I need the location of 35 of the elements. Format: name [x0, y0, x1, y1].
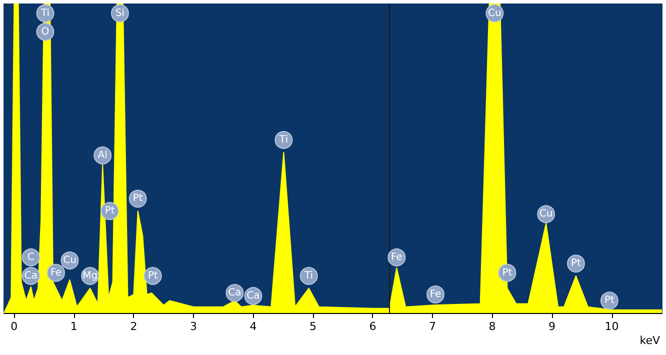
x-tick-label: 10	[604, 320, 619, 333]
annotation: Cu	[488, 8, 502, 19]
x-tick-label: 3	[190, 320, 197, 333]
x-tick-label: 0	[10, 320, 18, 333]
annotation: Pt	[104, 206, 115, 217]
annotation: O	[41, 26, 50, 38]
annotation: Ca	[246, 290, 260, 302]
x-tick-label: 6	[369, 320, 376, 333]
annotation: Al	[98, 150, 108, 161]
annotation: Ca	[228, 287, 242, 298]
annotation: Fe	[390, 252, 402, 263]
annotation: Cu	[63, 254, 76, 266]
x-tick-label: 8	[488, 320, 496, 333]
annotation: Ti	[278, 134, 288, 146]
annotation: Pt	[148, 270, 158, 282]
annotation: Ca	[24, 270, 38, 282]
annotation: Si	[115, 8, 125, 19]
annotation: Ti	[40, 8, 50, 19]
annotation: Fe	[50, 267, 62, 278]
annotation: Pt	[604, 295, 614, 306]
annotation: C	[27, 252, 34, 263]
x-axis-title: keV	[640, 334, 660, 347]
x-tick-label: 2	[130, 320, 138, 333]
x-tick-label: 7	[429, 320, 436, 333]
x-tick-label: 9	[548, 320, 556, 333]
annotation: Ti	[304, 270, 314, 282]
annotation: Mg	[82, 270, 98, 282]
annotation: Pt	[132, 193, 143, 204]
annotation: Pt	[502, 267, 512, 278]
x-tick-label: 1	[70, 320, 78, 333]
annotation: Cu	[539, 208, 553, 220]
x-tick-label: 4	[250, 320, 257, 333]
annotation: Fe	[430, 288, 442, 300]
annotation: Pt	[570, 258, 581, 270]
x-tick-label: 5	[309, 320, 316, 333]
